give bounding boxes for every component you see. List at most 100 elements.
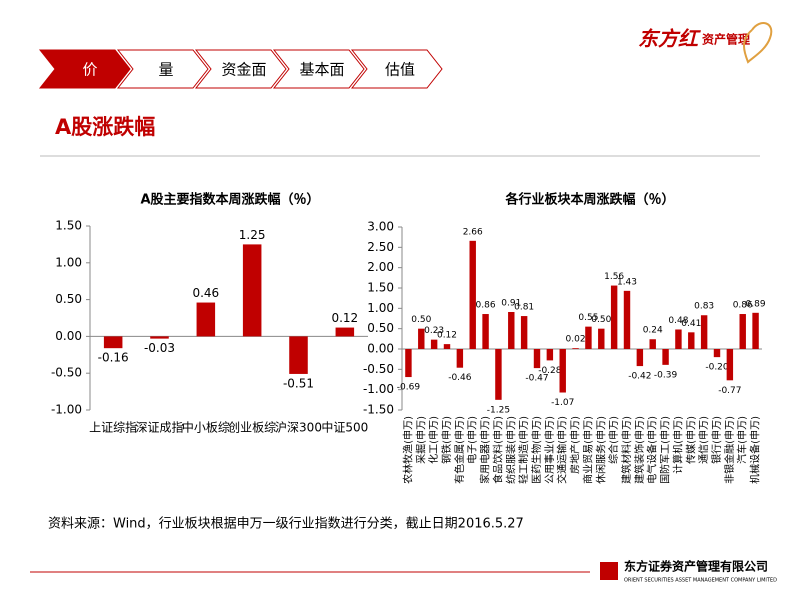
x-tick-label: 公用事业(申万): [543, 416, 556, 484]
x-tick-label: 交通运输(申万): [556, 416, 569, 484]
bar: [456, 349, 464, 368]
x-tick-label: 上证综指: [89, 420, 137, 435]
bar: [675, 329, 682, 349]
x-tick-label: 休闲服务(申万): [594, 416, 607, 484]
logo-heart: [743, 22, 773, 64]
bar: [598, 328, 605, 349]
y-tick-label: 0.50: [367, 321, 394, 335]
y-tick-label: 0.00: [55, 329, 82, 343]
y-tick-label: 1.00: [55, 255, 82, 269]
tab-bg[interactable]: [194, 49, 287, 89]
x-tick-label: 钢铁(申万): [440, 416, 453, 464]
tab-bg[interactable]: [116, 49, 209, 89]
data-label: 0.12: [331, 311, 358, 325]
x-tick-label: 非银金融(申万): [723, 416, 736, 484]
y-tick-label: -1.00: [363, 382, 394, 396]
bar: [546, 349, 554, 361]
y-tick-label: 0.50: [55, 292, 82, 306]
data-label: -0.47: [525, 374, 548, 384]
data-label: 0.86: [476, 301, 496, 311]
x-tick-label: 深证成指: [135, 420, 183, 435]
footer-logo-mark: [600, 562, 618, 580]
x-tick-label: 房地产(申万): [569, 416, 582, 474]
x-tick-label: 电气设备(申万): [646, 416, 659, 484]
tab-bg[interactable]: [38, 49, 131, 89]
bar: [700, 315, 708, 349]
x-tick-label: 食品饮料(申万): [491, 416, 504, 484]
data-label: 2.66: [463, 227, 483, 237]
tab-label[interactable]: 资金面: [221, 61, 266, 79]
bar: [739, 314, 746, 349]
bar: [713, 349, 721, 358]
data-label: -0.77: [718, 386, 741, 396]
data-label: 0.55: [578, 313, 598, 323]
tab-label[interactable]: 量: [158, 61, 173, 79]
bar: [482, 314, 489, 349]
x-tick-label: 银行(申万): [710, 416, 723, 464]
footer-company-en: ORIENT SECURITIES ASSET MANAGEMENT COMPA…: [624, 578, 777, 584]
tab-bg[interactable]: [350, 49, 443, 89]
bar: [726, 349, 734, 381]
bar: [623, 290, 631, 349]
y-tick-label: -0.50: [363, 362, 394, 376]
data-label: 0.24: [643, 326, 663, 336]
data-label: -0.03: [144, 341, 175, 355]
bar: [649, 339, 656, 349]
x-tick-label: 商业贸易(申万): [581, 416, 594, 484]
tab-label[interactable]: 估值: [385, 61, 415, 79]
bar: [289, 336, 308, 374]
data-label: 0.81: [514, 303, 534, 313]
data-label: 0.02: [566, 335, 586, 345]
bar: [688, 332, 695, 349]
data-label: 0.86: [733, 301, 753, 311]
tab-label[interactable]: 基本面: [299, 61, 344, 79]
source: 资料来源：Wind，行业板块根据申万一级行业指数进行分类，截止日期2016.5.…: [48, 517, 524, 532]
y-tick-label: 1.50: [367, 281, 394, 295]
logo-sub: 资产管理: [702, 32, 750, 47]
bar: [196, 302, 216, 337]
y-tick-label: -0.50: [51, 366, 82, 380]
chart-title: 各行业板块本周涨跌幅（％）: [504, 192, 674, 208]
y-tick-label: 2.00: [367, 260, 394, 274]
page-title: A股涨跌幅: [55, 115, 155, 139]
bar: [752, 312, 759, 349]
data-label: 0.83: [694, 302, 714, 312]
data-label: 0.50: [411, 315, 431, 325]
x-tick-label: 家用电器(申万): [479, 416, 492, 484]
data-label: -0.28: [538, 366, 562, 376]
data-label: 0.12: [437, 331, 457, 341]
x-tick-label: 轻工制造(申万): [517, 416, 530, 484]
x-tick-label: 机械设备(申万): [749, 416, 762, 484]
bar: [610, 285, 618, 349]
bar: [443, 344, 451, 349]
data-label: -0.51: [283, 376, 314, 390]
y-tick-label: 1.50: [55, 219, 82, 233]
x-tick-label: 建筑材料(申万): [620, 416, 633, 484]
tab-bg[interactable]: [272, 49, 365, 89]
data-label: 0.46: [192, 286, 219, 300]
data-label: 0.89: [746, 299, 766, 309]
data-label: 0.48: [668, 316, 688, 326]
bar: [150, 336, 169, 339]
y-tick-label: 3.00: [367, 220, 394, 234]
tab-label[interactable]: 价: [82, 61, 97, 79]
x-tick-label: 中小板综: [182, 420, 230, 435]
bar: [495, 349, 502, 400]
bar: [508, 311, 515, 349]
bar: [103, 336, 123, 349]
bar: [572, 348, 579, 349]
x-tick-label: 通信(申万): [697, 416, 710, 464]
data-label: -0.42: [628, 372, 651, 382]
chart-title: A股主要指数本周涨跌幅（％）: [140, 192, 319, 208]
bar: [636, 349, 644, 367]
bar: [430, 339, 438, 349]
y-tick-label: -1.00: [51, 403, 82, 417]
x-tick-label: 有色金属(申万): [453, 416, 466, 484]
data-label: -0.46: [448, 373, 472, 383]
x-tick-label: 创业板综: [228, 421, 276, 435]
data-label: 0.50: [591, 315, 611, 325]
x-tick-label: 综合(申万): [607, 416, 620, 464]
x-tick-label: 汽车(申万): [736, 416, 749, 464]
x-tick-label: 中证500: [321, 420, 368, 435]
